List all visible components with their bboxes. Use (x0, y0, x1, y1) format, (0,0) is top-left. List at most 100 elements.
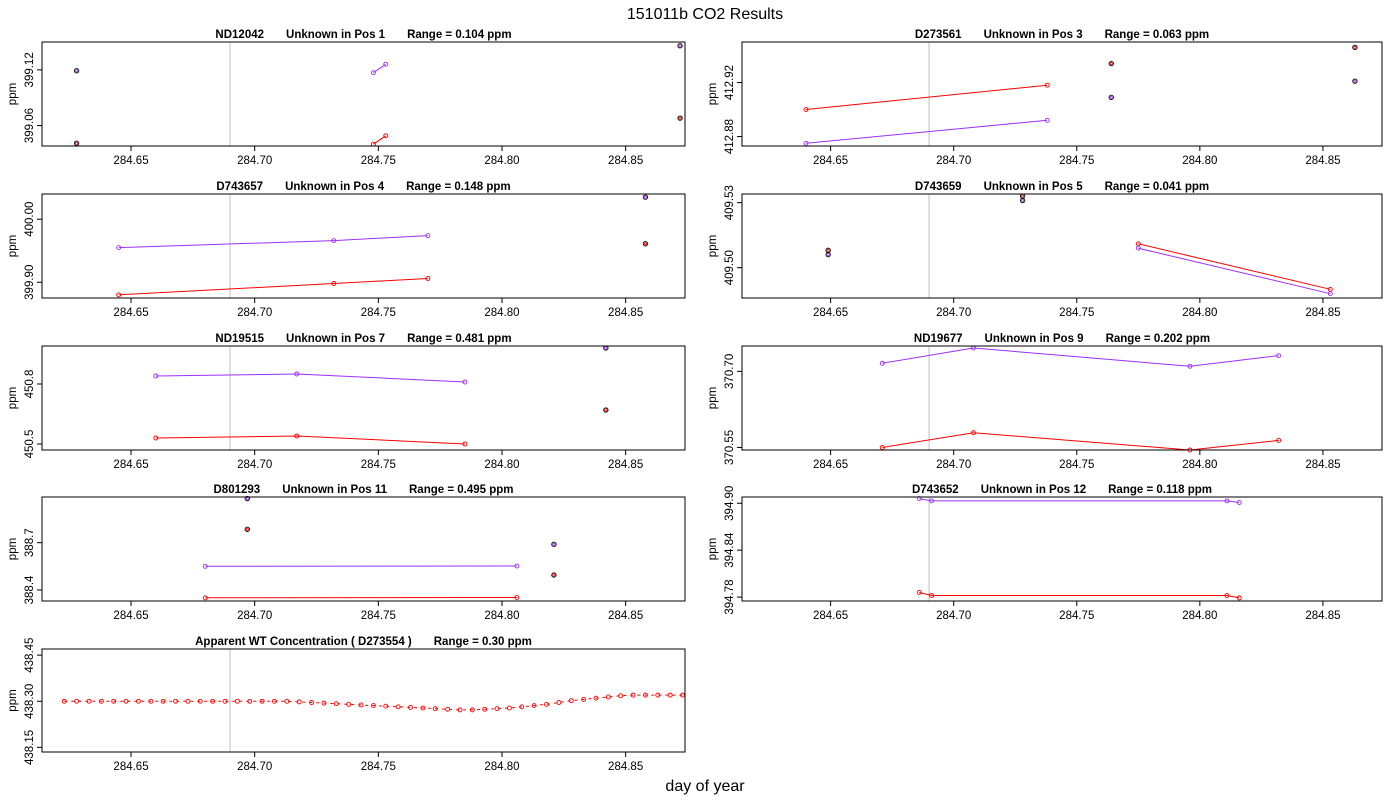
x-axis-label: day of year (665, 778, 745, 795)
panel-title-range: Range = 0.118 ppm (1108, 484, 1212, 496)
panel-title-id: D743652 (912, 484, 959, 496)
series-line-purple (882, 347, 1279, 367)
data-point-red (1044, 82, 1050, 88)
point-marker-inner (1353, 79, 1357, 83)
data-point-WT (618, 693, 624, 699)
panel-title-position: Unknown in Pos 7 (286, 333, 385, 345)
point-marker-inner (826, 253, 830, 257)
panel-title-id: D273561 (915, 29, 962, 41)
data-point-WT (296, 699, 302, 705)
data-point-WT (61, 698, 67, 704)
data-point-purple (1276, 353, 1282, 359)
data-point-red (294, 433, 300, 439)
y-tick-label: 388.7 (24, 528, 36, 557)
panel-title: Apparent WT Concentration ( D273554 ) Ran… (195, 636, 532, 648)
data-point-WT (135, 698, 141, 704)
data-point-WT (630, 692, 636, 698)
point-marker (1108, 94, 1114, 101)
panel-title: ND12042 Unknown in Pos 1 Range = 0.104 ppm (215, 29, 511, 41)
series-line-red (155, 435, 465, 445)
data-point-WT (321, 700, 327, 706)
y-axis-label: ppm (7, 387, 19, 409)
data-point-WT (469, 707, 475, 713)
x-tick-label: 284.85 (608, 155, 643, 167)
series-line-red (882, 432, 1279, 451)
panel-D743652: D743652 Unknown in Pos 12 Range = 0.118 pp… (707, 484, 1383, 622)
data-point-red (803, 107, 809, 112)
plot-frame (41, 648, 686, 753)
data-point-purple (425, 233, 431, 239)
x-tick-label: 284.85 (1305, 610, 1340, 622)
panel-title: D743657 Unknown in Pos 4 Range = 0.148 ppm (216, 181, 510, 193)
data-point-purple (294, 371, 300, 377)
point-marker-inner (1021, 194, 1025, 198)
data-point-red (970, 430, 976, 436)
panel-title-position: Unknown in Pos 12 (981, 484, 1086, 496)
data-point-WT (568, 698, 574, 704)
y-axis-label: ppm (7, 83, 19, 105)
x-tick-label: 284.75 (1059, 459, 1094, 471)
panel-title: ND19677 Unknown in Pos 9 Range = 0.202 ppm (914, 333, 1210, 345)
panel-title-position: Range = 0.30 ppm (434, 636, 532, 648)
x-tick-label: 284.85 (1305, 307, 1340, 319)
y-tick-label: 394.90 (724, 486, 736, 521)
panel-title-position: Unknown in Pos 9 (985, 333, 1084, 345)
y-tick-label: 370.55 (724, 430, 736, 465)
panel-title: ND19515 Unknown in Pos 7 Range = 0.481 ppm (215, 333, 511, 345)
plot-frame (741, 496, 1383, 602)
series-line-purple (805, 119, 1048, 144)
y-tick-label: 409.50 (724, 250, 736, 285)
data-point-WT (197, 698, 203, 704)
point-marker (1019, 197, 1026, 204)
y-tick-label: 412.88 (724, 119, 736, 154)
data-point-red (153, 435, 159, 441)
y-tick-label: 438.15 (24, 730, 36, 765)
data-point-WT (123, 698, 129, 704)
panels-container: ND12042 Unknown in Pos 1 Range = 0.104 ppm… (7, 29, 1383, 773)
point-marker-inner (1109, 95, 1113, 99)
panel-title-range: Range = 0.104 ppm (407, 29, 512, 41)
x-tick-label: 284.70 (237, 610, 272, 622)
x-tick-label: 284.70 (237, 155, 272, 167)
x-tick-label: 284.85 (608, 307, 643, 319)
data-point-purple (1135, 245, 1141, 251)
data-point-WT (234, 698, 240, 704)
point-marker (244, 526, 250, 532)
panel-title-range: Range = 0.481 ppm (407, 333, 512, 345)
x-tick-label: 284.65 (813, 610, 848, 622)
x-tick-label: 284.80 (484, 761, 519, 773)
data-point-WT (259, 698, 265, 704)
data-point-WT (222, 698, 228, 704)
data-point-WT (556, 700, 562, 705)
y-axis-label: ppm (707, 83, 719, 105)
y-axis-label: ppm (7, 538, 19, 560)
data-point-WT (432, 706, 438, 712)
plot-frame (41, 496, 686, 602)
y-axis-label: ppm (707, 538, 719, 560)
panel-title-position: Unknown in Pos 1 (286, 29, 386, 41)
x-tick-label: 284.80 (484, 307, 519, 319)
y-tick-label: 400.00 (24, 202, 36, 237)
point-marker (73, 68, 80, 74)
x-tick-label: 284.75 (361, 155, 396, 167)
plot-frame (741, 41, 1383, 147)
point-marker-inner (678, 44, 682, 48)
point-marker-inner (1109, 62, 1113, 66)
data-point-purple (370, 70, 376, 76)
data-point-WT (482, 706, 488, 712)
data-point-purple (383, 61, 389, 67)
point-marker-inner (245, 527, 249, 531)
x-tick-label: 284.65 (113, 307, 148, 319)
point-marker-inner (75, 69, 79, 73)
y-tick-label: 409.53 (724, 185, 736, 220)
y-tick-label: 388.4 (24, 575, 36, 604)
x-tick-label: 284.80 (1182, 307, 1217, 319)
panel-title-position: Unknown in Pos 4 (285, 181, 385, 193)
point-marker-inner (678, 116, 682, 120)
data-point-purple (1236, 500, 1242, 505)
point-marker-inner (826, 248, 830, 252)
x-tick-label: 284.70 (936, 155, 971, 167)
x-tick-label: 284.65 (813, 155, 848, 167)
data-point-WT (74, 698, 80, 704)
panel-D801293: D801293 Unknown in Pos 11 Range = 0.495 pp… (7, 484, 686, 622)
